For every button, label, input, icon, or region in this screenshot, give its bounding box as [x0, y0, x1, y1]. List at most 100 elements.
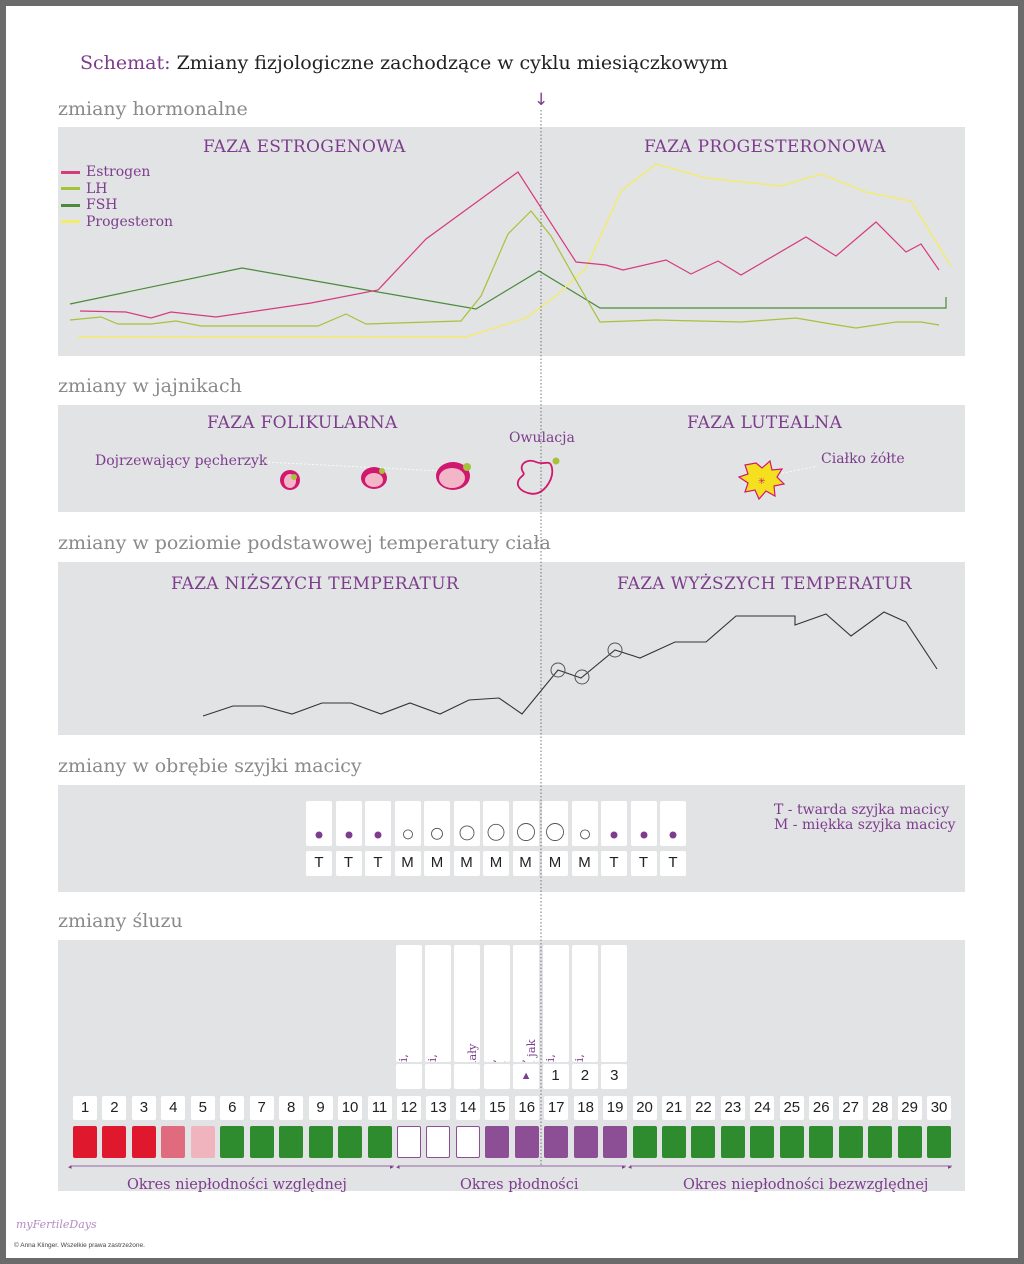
day-fertility-square — [455, 1126, 480, 1158]
legend-swatch-lh — [61, 187, 80, 191]
day-fertility-square — [662, 1126, 686, 1158]
copyright-text: © Anna Klinger. Wszelkie prawa zastrzeżo… — [14, 1242, 145, 1249]
day-fertility-square — [750, 1126, 775, 1158]
cervix-opening-icon — [374, 831, 382, 839]
svg-text:▸: ▸ — [390, 1163, 394, 1171]
day-fertility-square — [868, 1126, 893, 1158]
day-fertility-square — [308, 1126, 333, 1158]
cervix-state: T — [335, 851, 362, 876]
cervix-state: M — [571, 851, 598, 876]
section-label-cervix: zmiany w obrębie szyjki macicy — [58, 755, 362, 777]
cervix-state: T — [630, 851, 657, 876]
cervix-opening-box — [365, 801, 391, 846]
day-number: 3 — [131, 1096, 156, 1120]
corpus-luteum-label: Ciałko żółte — [821, 451, 905, 467]
day-fertility-square — [367, 1126, 392, 1158]
legend-swatch-estrogen — [61, 170, 80, 174]
legend-label-estrogen: Estrogen — [86, 164, 151, 181]
temperature-line — [202, 611, 938, 717]
cervix-opening-box — [335, 801, 362, 846]
cervix-opening-icon — [669, 831, 677, 839]
ovaries-panel — [58, 405, 965, 512]
phase-progesterone: FAZA PROGESTERONOWA — [644, 137, 886, 157]
mucus-description-box: wilgotno, lepki, żółtawy — [571, 945, 598, 1062]
day-fertility-square — [279, 1126, 304, 1158]
cervix-key: T - twarda szyjka macicy M - miękka szyj… — [774, 803, 956, 833]
cervix-opening-icon — [546, 823, 564, 841]
follicle-small-icon — [280, 470, 300, 490]
day-number: 19 — [603, 1096, 628, 1120]
day-number: 14 — [455, 1096, 480, 1120]
period-relative-infertility: Okres niepłodności względnej — [127, 1177, 347, 1193]
day-number: 6 — [220, 1096, 245, 1120]
day-number: 15 — [485, 1096, 510, 1120]
day-number: 10 — [338, 1096, 363, 1120]
legend-item-fsh: FSH — [61, 197, 173, 214]
legend-item-progesterone: Progesteron — [61, 214, 173, 231]
cervix-opening-icon — [431, 827, 443, 840]
mucus-description-box: wilgotno, lepki, żółtawy — [395, 945, 422, 1062]
hormone-curves — [69, 163, 952, 338]
cervix-key-t: T - twarda szyjka macicy — [774, 802, 950, 818]
day-fertility-square — [338, 1126, 363, 1158]
day-number: 29 — [897, 1096, 922, 1120]
peak-day-marker: 2 — [571, 1064, 598, 1089]
diagram-page: Schemat: Zmiany fizjologiczne zachodzące… — [6, 6, 1018, 1258]
day-number: 17 — [544, 1096, 569, 1120]
lh-line — [69, 210, 940, 329]
corpus-luteum-icon: ✳ — [737, 459, 786, 501]
day-number: 12 — [396, 1096, 421, 1120]
legend-label-progesterone: Progesteron — [86, 213, 174, 230]
peak-day-marker — [395, 1064, 422, 1089]
cervix-state: T — [306, 851, 332, 876]
cervix-opening-box — [483, 801, 509, 846]
legend-swatch-fsh — [61, 203, 80, 207]
ovary-illustrations: ✳ — [263, 457, 819, 501]
cervix-opening-icon — [459, 825, 474, 841]
day-fertility-square — [73, 1126, 97, 1158]
day-number: 23 — [720, 1096, 745, 1120]
section-label-temperature: zmiany w poziomie podstawowej temperatur… — [58, 532, 551, 554]
day-number: 25 — [779, 1096, 804, 1120]
follicle-pointer-line — [263, 461, 462, 473]
day-number: 16 — [514, 1096, 539, 1120]
day-number: 1 — [73, 1096, 97, 1120]
cervix-state: M — [394, 851, 421, 876]
day-number: 5 — [190, 1096, 215, 1120]
day-fertility-square — [249, 1126, 274, 1158]
day-number: 11 — [367, 1096, 392, 1120]
svg-text:▸: ▸ — [622, 1163, 626, 1171]
logo: myFertileDays — [16, 1218, 97, 1231]
day-number: 20 — [632, 1096, 657, 1120]
svg-text:◂: ◂ — [68, 1163, 72, 1171]
hormone-legend: Estrogen LH FSH Progesteron — [61, 164, 173, 230]
cervix-panel — [58, 785, 965, 892]
phase-lower-temp: FAZA NIŻSZYCH TEMPERATUR — [171, 574, 459, 594]
day-number: 26 — [809, 1096, 834, 1120]
day-fertility-square — [514, 1126, 539, 1158]
temperature-marker-2 — [574, 669, 590, 685]
day-fertility-square — [691, 1126, 716, 1158]
ovulation-label: Owulacja — [509, 430, 575, 446]
cervix-opening-box — [542, 801, 568, 846]
cervix-opening-box — [424, 801, 450, 846]
cervix-opening-icon — [402, 829, 413, 840]
cervix-state: T — [365, 851, 391, 876]
day-fertility-square — [927, 1126, 952, 1158]
day-fertility-square — [632, 1126, 657, 1158]
mucus-description-box: mokrośliśko, rozcią-gliwy, jak białko ja… — [513, 945, 540, 1062]
cervix-state: M — [424, 851, 450, 876]
day-fertility-square — [897, 1126, 922, 1158]
day-number: 4 — [161, 1096, 186, 1120]
fsh-line — [69, 267, 947, 310]
day-fertility-square — [720, 1126, 745, 1158]
cervix-state: T — [660, 851, 686, 876]
cervix-opening-icon — [579, 829, 590, 840]
legend-item-lh: LH — [61, 181, 173, 198]
legend-swatch-progesterone — [61, 220, 80, 224]
cervix-opening-box — [394, 801, 421, 846]
day-fertility-square — [603, 1126, 628, 1158]
ovulation-guide — [540, 110, 542, 1166]
day-fertility-square — [426, 1126, 451, 1158]
day-fertility-square — [779, 1126, 804, 1158]
